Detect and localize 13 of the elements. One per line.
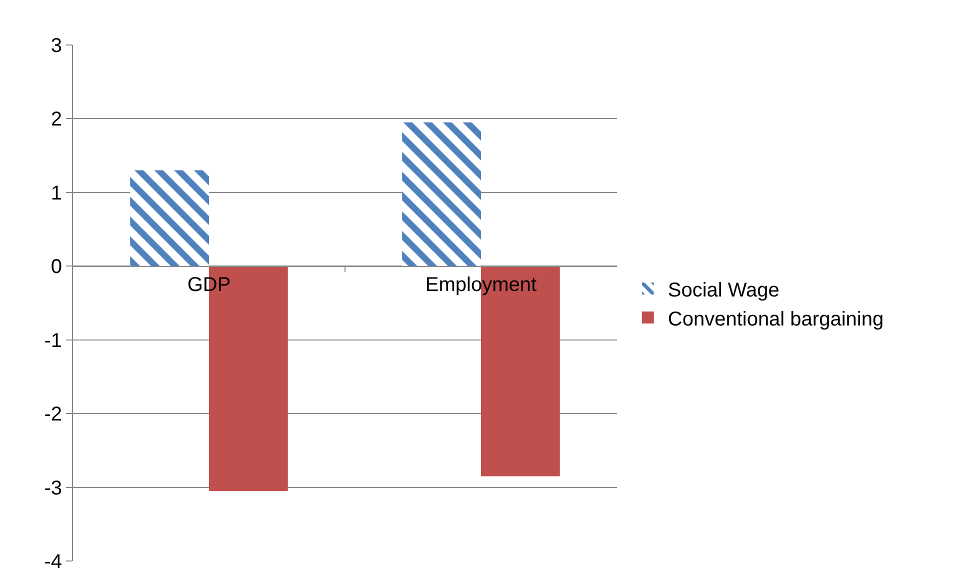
y-tick-label: 0 (50, 256, 62, 278)
text: Social Wage (668, 279, 780, 302)
y-tick-label: 1 (50, 182, 62, 204)
y-tick-label: -4 (44, 551, 62, 573)
legend-label: Conventional bargaining (668, 308, 884, 330)
y-tick-label: -1 (44, 330, 62, 352)
bar (402, 122, 481, 266)
y-tick-label: -2 (44, 404, 62, 426)
y-tick-label: -3 (44, 477, 62, 500)
x-tick-label: GDP (187, 274, 231, 296)
y-tick-label: 2 (50, 108, 62, 131)
bar (130, 170, 209, 266)
y-tick-label: 3 (50, 35, 62, 57)
